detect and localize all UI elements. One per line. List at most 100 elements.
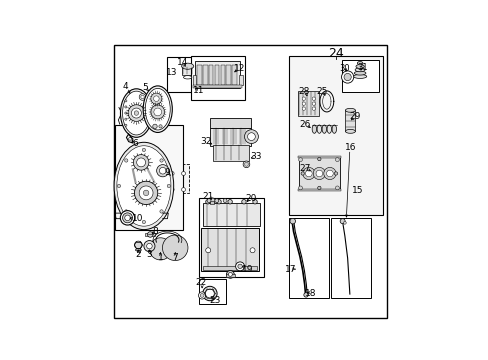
Circle shape: [344, 73, 350, 81]
Bar: [226, 274, 234, 277]
Text: 16: 16: [345, 144, 356, 153]
Bar: [199, 198, 264, 278]
Ellipse shape: [355, 64, 364, 68]
Bar: [297, 189, 340, 191]
Bar: [212, 145, 249, 161]
Circle shape: [156, 244, 164, 253]
Circle shape: [298, 158, 302, 162]
Circle shape: [162, 235, 187, 261]
Ellipse shape: [326, 125, 331, 133]
Circle shape: [181, 188, 185, 192]
Bar: [181, 66, 193, 75]
Text: 31: 31: [357, 63, 367, 72]
Circle shape: [252, 199, 257, 204]
Ellipse shape: [311, 125, 316, 133]
Circle shape: [122, 213, 132, 223]
Bar: [298, 157, 340, 190]
Circle shape: [317, 186, 320, 190]
Circle shape: [124, 215, 130, 221]
Circle shape: [170, 243, 180, 253]
Circle shape: [150, 93, 162, 104]
Text: 26: 26: [298, 120, 310, 129]
Circle shape: [302, 97, 305, 100]
Circle shape: [209, 198, 215, 203]
Bar: [288, 56, 382, 215]
Text: 29: 29: [348, 112, 360, 121]
Circle shape: [170, 172, 174, 175]
Text: 1: 1: [157, 253, 163, 262]
Ellipse shape: [354, 71, 365, 75]
Circle shape: [131, 108, 141, 118]
Bar: [288, 218, 328, 298]
Circle shape: [150, 105, 164, 119]
Bar: [145, 233, 155, 235]
Text: 23: 23: [208, 296, 220, 305]
Circle shape: [143, 190, 148, 195]
Text: 18: 18: [305, 289, 316, 298]
Circle shape: [244, 162, 248, 166]
Circle shape: [153, 96, 159, 102]
Circle shape: [142, 148, 145, 152]
Ellipse shape: [345, 129, 355, 133]
Bar: [210, 201, 214, 204]
Circle shape: [156, 165, 168, 177]
Text: 27: 27: [299, 164, 310, 173]
Text: 32: 32: [200, 137, 211, 146]
Circle shape: [340, 219, 345, 224]
Ellipse shape: [181, 63, 193, 69]
Circle shape: [305, 170, 311, 177]
Circle shape: [160, 159, 163, 162]
Circle shape: [149, 238, 171, 260]
Circle shape: [124, 100, 127, 102]
Circle shape: [124, 124, 127, 126]
Ellipse shape: [117, 146, 171, 226]
Circle shape: [205, 248, 210, 253]
Text: 2: 2: [135, 250, 141, 259]
Bar: [232, 66, 236, 85]
Circle shape: [302, 102, 305, 105]
Bar: [298, 91, 319, 116]
Text: 11: 11: [193, 86, 204, 95]
Circle shape: [237, 264, 242, 269]
Circle shape: [289, 219, 295, 224]
Circle shape: [226, 270, 234, 278]
Circle shape: [223, 199, 226, 203]
Bar: [239, 127, 245, 145]
Circle shape: [154, 242, 167, 256]
Circle shape: [139, 94, 145, 100]
Text: 20: 20: [244, 194, 256, 203]
Circle shape: [159, 125, 162, 128]
Circle shape: [335, 186, 339, 190]
Text: 30: 30: [339, 64, 349, 73]
Circle shape: [301, 172, 304, 175]
Circle shape: [147, 232, 153, 237]
Text: 22: 22: [195, 279, 206, 288]
Circle shape: [323, 167, 335, 180]
Ellipse shape: [114, 142, 173, 230]
Circle shape: [124, 159, 128, 162]
Bar: [330, 218, 370, 298]
Circle shape: [158, 247, 163, 251]
Bar: [212, 127, 219, 145]
Ellipse shape: [322, 125, 326, 133]
Circle shape: [124, 112, 127, 114]
Bar: [226, 66, 230, 85]
Ellipse shape: [345, 108, 355, 112]
Text: 13: 13: [165, 68, 177, 77]
Bar: [203, 66, 207, 85]
Text: 7: 7: [172, 253, 178, 262]
Circle shape: [243, 161, 249, 168]
Bar: [345, 110, 355, 131]
Circle shape: [152, 124, 157, 129]
Bar: [297, 156, 340, 158]
Bar: [199, 279, 225, 304]
Text: 17: 17: [285, 265, 296, 274]
Circle shape: [241, 199, 245, 204]
Text: 33: 33: [249, 152, 261, 161]
Circle shape: [120, 211, 135, 225]
Bar: [166, 57, 198, 92]
Ellipse shape: [122, 91, 150, 135]
Circle shape: [133, 155, 148, 170]
Bar: [341, 60, 378, 92]
Bar: [168, 163, 188, 193]
